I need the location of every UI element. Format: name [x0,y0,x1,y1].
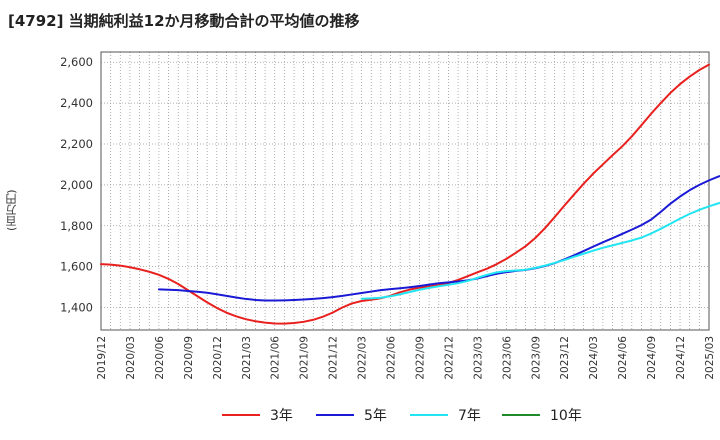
y-tick-label: 1,400 [60,301,93,315]
plot-frame [100,51,710,331]
x-tick-label: 2024/09 [646,336,658,380]
legend-item-7y: 7年 [410,404,481,426]
x-tick-label: 2022/03 [357,336,369,380]
series-line-7y [360,201,720,300]
x-tick-label: 2024/12 [675,336,687,380]
x-tick-label: 2023/12 [559,336,571,380]
x-tick-label: 2021/12 [328,336,340,380]
x-tick-label: 2025/03 [704,336,716,380]
plot-area [101,52,709,330]
x-tick-label: 2020/03 [125,336,137,380]
x-tick-label: 2021/06 [270,336,282,380]
x-tick-label: 2022/12 [443,336,455,380]
x-tick-label: 2023/06 [501,336,513,380]
x-tick-label: 2021/09 [299,336,311,380]
x-tick-label: 2023/09 [530,336,542,380]
x-tick-label: 2022/06 [386,336,398,380]
legend-item-10y: 10年 [502,404,582,426]
x-tick-label: 2024/03 [588,336,600,380]
x-tick-label: 2020/09 [183,336,195,380]
x-tick-label: 2020/12 [212,336,224,380]
x-tick-label: 2019/12 [96,336,108,380]
y-tick-label: 2,200 [60,137,93,151]
y-tick-label: 2,600 [60,55,93,69]
legend-label-7y: 7年 [458,408,481,424]
chart-title: [4792] 当期純利益12か月移動合計の平均値の推移 [8,12,360,30]
legend-swatch-7y [410,414,448,416]
x-tick-label: 2024/06 [617,336,629,380]
series-line-5y [157,174,720,302]
y-tick-label: 1,600 [60,260,93,274]
y-tick-label: 1,800 [60,219,93,233]
legend-label-10y: 10年 [550,408,582,424]
legend-swatch-3y [222,414,260,416]
legend-label-3y: 3年 [270,408,293,424]
chart-legend: 3年 5年 7年 10年 [0,404,720,426]
legend-swatch-5y [316,414,354,416]
x-tick-label: 2023/03 [472,336,484,380]
legend-item-5y: 5年 [316,404,387,426]
legend-swatch-10y [502,414,540,416]
series-line-3y [100,63,710,325]
x-tick-label: 2022/09 [414,336,426,380]
y-tick-label: 2,400 [60,96,93,110]
legend-item-3y: 3年 [222,404,293,426]
legend-label-5y: 5年 [364,408,387,424]
x-tick-label: 2021/03 [241,336,253,380]
y-tick-label: 2,000 [60,178,93,192]
x-tick-label: 2020/06 [154,336,166,380]
